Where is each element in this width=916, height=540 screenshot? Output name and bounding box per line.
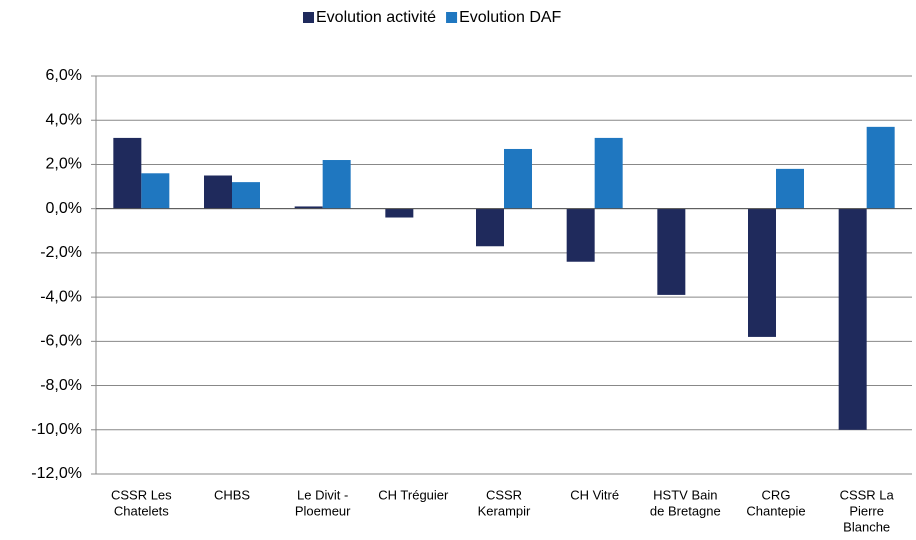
y-tick-label: -4,0% xyxy=(40,288,82,305)
x-tick-label: CH Vitré xyxy=(570,487,619,502)
legend-swatch xyxy=(446,12,458,23)
x-tick-label: Chatelets xyxy=(114,503,169,518)
bar xyxy=(232,182,260,209)
x-tick-label: Pierre xyxy=(849,503,884,518)
x-tick-label: HSTV Bain xyxy=(653,487,717,502)
bar xyxy=(776,168,804,209)
bar xyxy=(322,160,351,209)
y-tick-label: 4,0% xyxy=(46,111,82,128)
bar xyxy=(504,148,532,209)
x-tick-label: CSSR La xyxy=(840,487,895,502)
y-tick-label: 0,0% xyxy=(46,200,82,217)
bar xyxy=(113,137,142,209)
x-tick-label: CH Tréguier xyxy=(378,487,449,502)
y-tick-label: -10,0% xyxy=(31,421,82,438)
legend-swatch xyxy=(303,12,314,23)
y-tick-label: 6,0% xyxy=(46,67,82,84)
bar xyxy=(657,208,686,295)
x-tick-label: CRG xyxy=(762,487,791,502)
x-tick-label: Chantepie xyxy=(746,503,805,518)
x-tick-label: CSSR xyxy=(486,487,522,502)
bar xyxy=(204,175,232,209)
bar xyxy=(566,208,595,262)
legend-label: Evolution DAF xyxy=(459,9,561,26)
x-tick-label: Le Divit - xyxy=(297,487,348,502)
bar xyxy=(866,126,895,209)
bar xyxy=(476,208,504,247)
y-tick-label: -2,0% xyxy=(40,244,82,261)
x-tick-label: CHBS xyxy=(214,487,250,502)
x-tick-label: de Bretagne xyxy=(650,503,721,518)
bar xyxy=(594,137,623,209)
x-tick-label: Blanche xyxy=(843,519,890,534)
x-tick-label: Ploemeur xyxy=(295,503,351,518)
y-tick-label: -8,0% xyxy=(40,377,82,394)
y-tick-label: -12,0% xyxy=(31,465,82,482)
y-tick-label: -6,0% xyxy=(40,333,82,350)
legend-label: Evolution activité xyxy=(316,9,436,26)
x-tick-label: Kerampir xyxy=(478,503,531,518)
bar xyxy=(838,208,867,430)
bar xyxy=(294,206,323,209)
x-tick-label: CSSR Les xyxy=(111,487,172,502)
y-tick-label: 2,0% xyxy=(46,156,82,173)
bar xyxy=(385,208,414,218)
bar xyxy=(748,208,776,337)
bar xyxy=(141,173,170,209)
